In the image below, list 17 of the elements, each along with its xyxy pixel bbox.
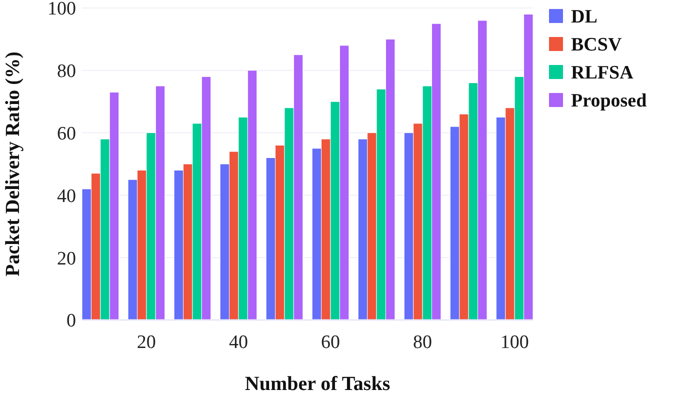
y-tick-label: 0 xyxy=(66,310,76,332)
y-tick-label: 20 xyxy=(57,248,76,270)
y-tick-label: 60 xyxy=(57,123,76,144)
y-axis-title: Packet Delivery Ratio (%) xyxy=(2,52,24,276)
x-axis-title: Number of Tasks xyxy=(244,373,390,395)
y-tick-label: 80 xyxy=(57,61,76,82)
x-tick-label: 100 xyxy=(500,332,529,353)
legend-label: Proposed xyxy=(571,90,648,112)
legend-label: RLFSA xyxy=(571,62,634,84)
y-tick-label: 100 xyxy=(48,0,76,20)
x-tick-label: 20 xyxy=(136,332,156,353)
legend-label: BCSV xyxy=(571,34,622,56)
x-tick-label: 60 xyxy=(321,332,340,353)
x-tick-label: 40 xyxy=(228,332,248,353)
x-tick-label: 80 xyxy=(413,332,432,353)
y-tick-label: 40 xyxy=(57,186,76,207)
legend-label: DL xyxy=(571,6,598,28)
